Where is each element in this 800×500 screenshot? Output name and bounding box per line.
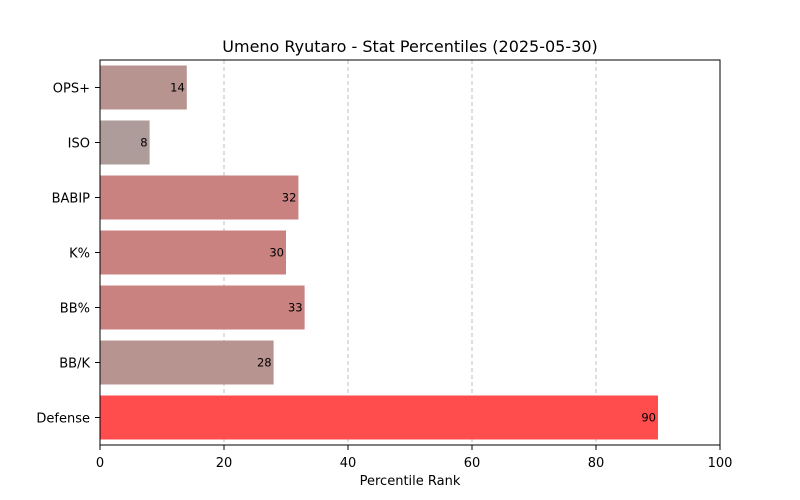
x-tick-label: 20 [216, 456, 233, 471]
bar-value-label: 8 [140, 136, 147, 150]
bar-value-label: 14 [170, 81, 185, 95]
category-label: K% [69, 247, 90, 262]
bar [100, 65, 187, 110]
bar-value-label: 32 [282, 191, 297, 205]
category-label: BB% [60, 302, 90, 317]
y-axis: OPS+ ISO BABIP K% BB% BB/K Defense [36, 82, 100, 427]
chart-title: Umeno Ryutaro - Stat Percentiles (2025-0… [222, 37, 597, 56]
category-label: Defense [36, 412, 90, 427]
category-label: ISO [68, 137, 90, 152]
x-axis-label: Percentile Rank [360, 474, 461, 489]
bar [100, 230, 286, 275]
category-label: BB/K [59, 357, 90, 372]
category-label: OPS+ [53, 82, 90, 97]
x-axis: 0 20 40 60 80 100 [96, 445, 733, 471]
x-tick-label: 0 [96, 456, 104, 471]
bar [100, 340, 274, 385]
bar-value-label: 28 [257, 356, 272, 370]
bar [100, 120, 150, 165]
x-tick-label: 80 [588, 456, 605, 471]
bar-value-label: 90 [641, 411, 656, 425]
bar [100, 175, 299, 220]
x-tick-label: 40 [340, 456, 357, 471]
bar [100, 395, 658, 440]
x-tick-label: 60 [464, 456, 481, 471]
x-tick-label: 100 [708, 456, 733, 471]
bar [100, 285, 305, 330]
bar-value-label: 33 [288, 301, 303, 315]
category-label: BABIP [52, 192, 91, 207]
bar-value-label: 30 [269, 246, 284, 260]
bars: 14 8 32 30 33 28 90 [100, 65, 658, 440]
